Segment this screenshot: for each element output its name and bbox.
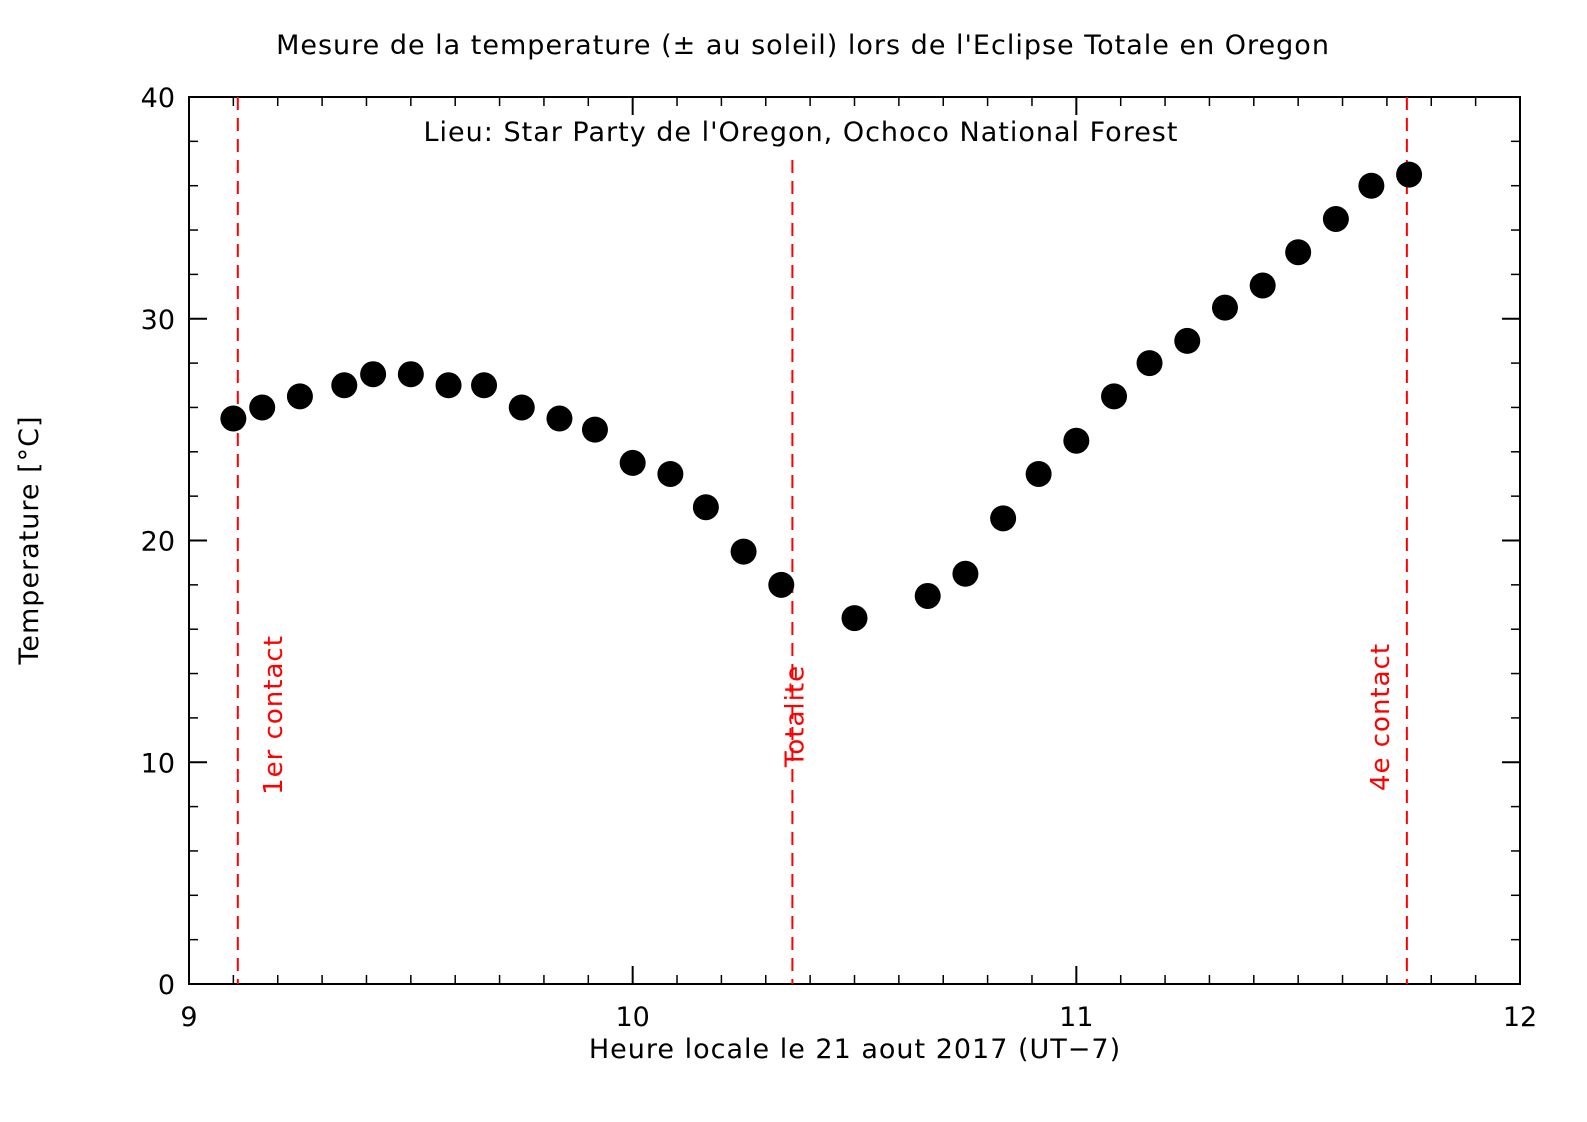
y-tick-label: 30 [141, 305, 175, 336]
y-tick-label: 10 [141, 748, 175, 779]
data-point [990, 505, 1017, 532]
y-tick-label: 40 [141, 83, 175, 114]
data-point [1101, 383, 1128, 410]
data-point [1174, 327, 1201, 354]
data-point [435, 372, 462, 399]
y-axis-label: Temperature [°C] [14, 415, 45, 665]
data-point [1358, 172, 1385, 199]
data-point [1285, 239, 1312, 266]
data-point [692, 494, 719, 521]
plot-frame [188, 96, 1521, 985]
data-point [730, 538, 757, 565]
x-tick-label: 9 [180, 1002, 197, 1033]
minor-ticks [189, 97, 1520, 984]
data-point [841, 605, 868, 632]
location-annotation: Lieu: Star Party de l'Oregon, Ochoco Nat… [424, 117, 1179, 148]
data-point [1136, 350, 1163, 377]
data-point [1322, 205, 1349, 232]
event-line-label: 1er contact [259, 635, 289, 795]
data-point [1211, 294, 1238, 321]
data-point [360, 361, 387, 388]
data-point [286, 383, 313, 410]
chart-title: Mesure de la temperature (± au soleil) l… [276, 30, 1330, 61]
event-line-label: 4e contact [1366, 643, 1396, 791]
event-lines: 1er contact Totalite 4e contact [236, 97, 1408, 984]
data-point [914, 582, 941, 609]
data-point [331, 372, 358, 399]
x-tick-label: 10 [615, 1002, 649, 1033]
data-point [768, 571, 795, 598]
x-tick-labels: 9 10 11 12 [180, 1002, 1537, 1033]
data-point [952, 560, 979, 587]
data-point [249, 394, 276, 421]
y-tick-label: 20 [141, 527, 175, 558]
major-ticks [188, 96, 1521, 985]
data-point [1396, 161, 1423, 188]
data-point [1249, 272, 1276, 299]
data-point [581, 416, 608, 443]
x-axis-label: Heure locale le 21 aout 2017 (UT−7) [589, 1034, 1121, 1065]
y-tick-label: 0 [158, 970, 175, 1001]
data-point [220, 405, 247, 432]
data-point [619, 449, 646, 476]
data-point [546, 405, 573, 432]
data-points [220, 161, 1423, 632]
data-point [508, 394, 535, 421]
event-line-label: Totalite [780, 665, 810, 768]
x-tick-label: 12 [1503, 1002, 1537, 1033]
data-point [1063, 427, 1090, 454]
data-point [471, 372, 498, 399]
x-tick-label: 11 [1059, 1002, 1093, 1033]
data-point [397, 361, 424, 388]
y-tick-labels: 0 10 20 30 40 [141, 83, 175, 1001]
data-point [1025, 460, 1052, 487]
data-point [657, 460, 684, 487]
